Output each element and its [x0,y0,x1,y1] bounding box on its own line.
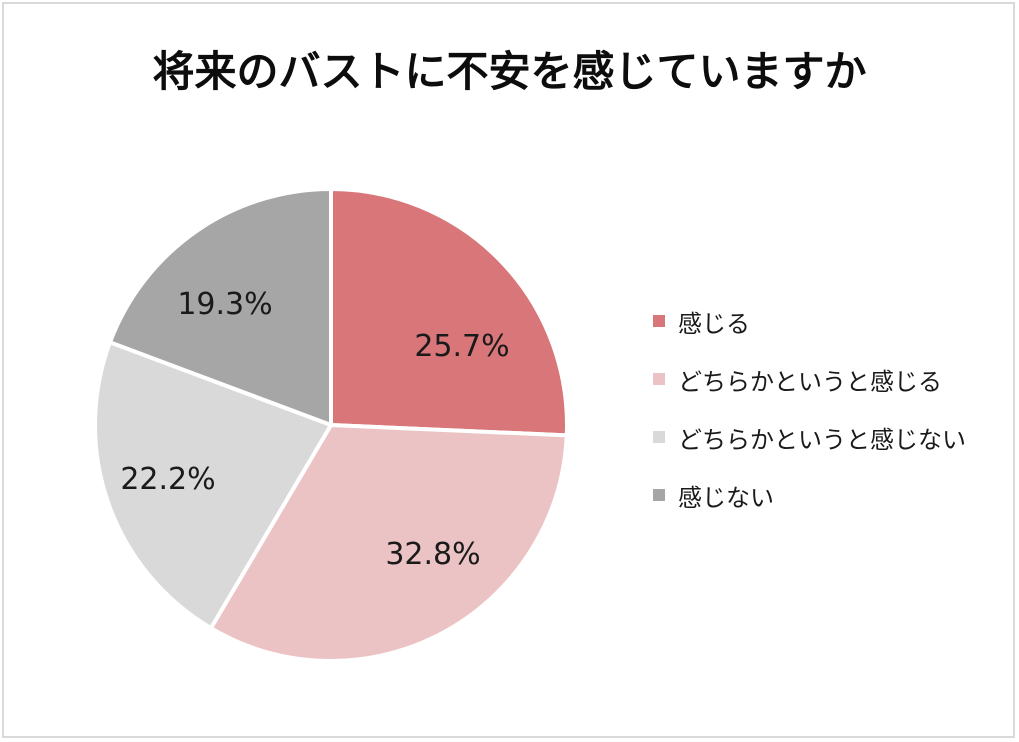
legend-swatch-icon [653,373,665,385]
pie-slice-1 [208,423,569,663]
legend-item-somewhat-not-feel: どちらかというと感じない [653,419,966,455]
slice-label-somewhat-not-feel: 22.2% [120,462,216,497]
chart-title: 将来のバストに不安を感じていますか [152,47,867,96]
slice-label-not-feel: 19.3% [177,287,273,322]
legend-item-not-feel: 感じない [653,477,966,513]
pie-slices [93,187,569,663]
legend-item-feel: 感じる [653,303,966,339]
legend-swatch-icon [653,315,665,327]
legend-swatch-icon [653,431,665,443]
legend-label: 感じない [678,483,774,512]
legend-label: どちらかというと感じない [678,425,966,454]
chart-legend: 感じる どちらかというと感じる どちらかというと感じない 感じない [653,303,966,535]
legend-swatch-icon [653,489,665,501]
pie-slice-2 [93,340,333,631]
pie-slice-3 [107,187,333,427]
slice-label-somewhat-feel: 32.8% [385,537,481,572]
legend-label: 感じる [678,309,750,338]
legend-label: どちらかというと感じる [678,367,942,396]
pie-slice-0 [329,187,569,438]
slice-label-feel: 25.7% [414,329,510,364]
legend-item-somewhat-feel: どちらかというと感じる [653,361,966,397]
